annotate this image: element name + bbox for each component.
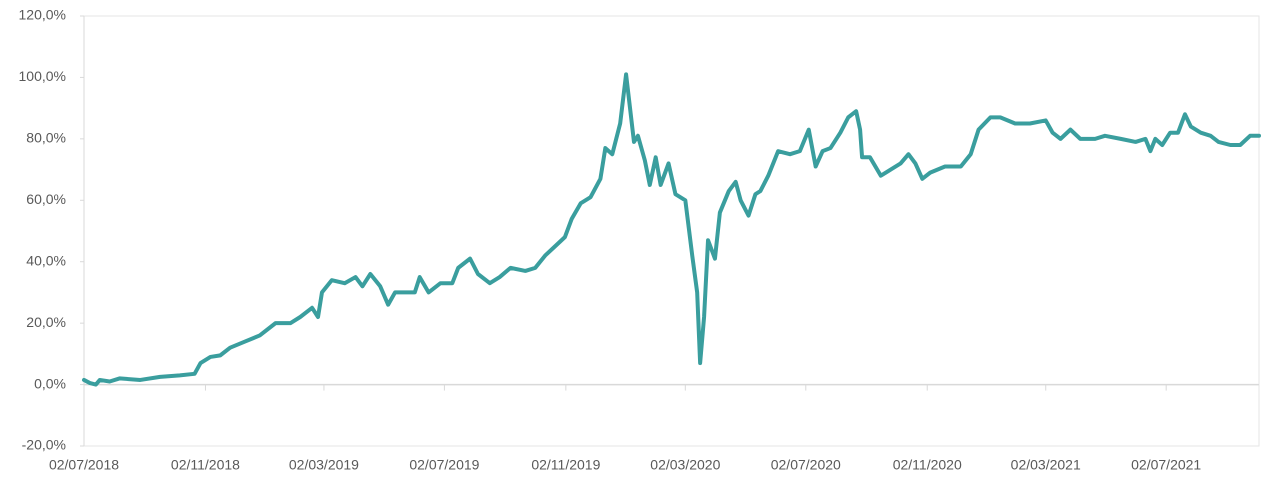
y-tick-label: 0,0% bbox=[34, 375, 66, 391]
data-line bbox=[82, 72, 1261, 387]
y-tick-label: 20,0% bbox=[26, 314, 66, 330]
x-tick-label: 02/11/2019 bbox=[531, 457, 600, 473]
x-tick-label: 02/07/2021 bbox=[1131, 457, 1201, 473]
x-tick-label: 02/07/2018 bbox=[49, 457, 119, 473]
y-tick-label: 60,0% bbox=[26, 191, 66, 207]
x-tick-label: 02/03/2021 bbox=[1011, 457, 1081, 473]
x-tick-label: 02/03/2019 bbox=[289, 457, 359, 473]
plot-area bbox=[83, 15, 1260, 447]
x-tick-label: 02/07/2019 bbox=[409, 457, 479, 473]
y-tick-label: 80,0% bbox=[26, 130, 66, 146]
y-tick-label: 120,0% bbox=[19, 7, 66, 23]
x-tick-label: 02/03/2020 bbox=[650, 457, 720, 473]
x-tick-label: 02/11/2018 bbox=[171, 457, 240, 473]
y-tick-label: -20,0% bbox=[22, 437, 66, 453]
x-tick-label: 02/07/2020 bbox=[771, 457, 841, 473]
y-tick-label: 100,0% bbox=[19, 68, 66, 84]
y-tick-label: 40,0% bbox=[26, 252, 66, 268]
x-tick-label: 02/11/2020 bbox=[893, 457, 962, 473]
